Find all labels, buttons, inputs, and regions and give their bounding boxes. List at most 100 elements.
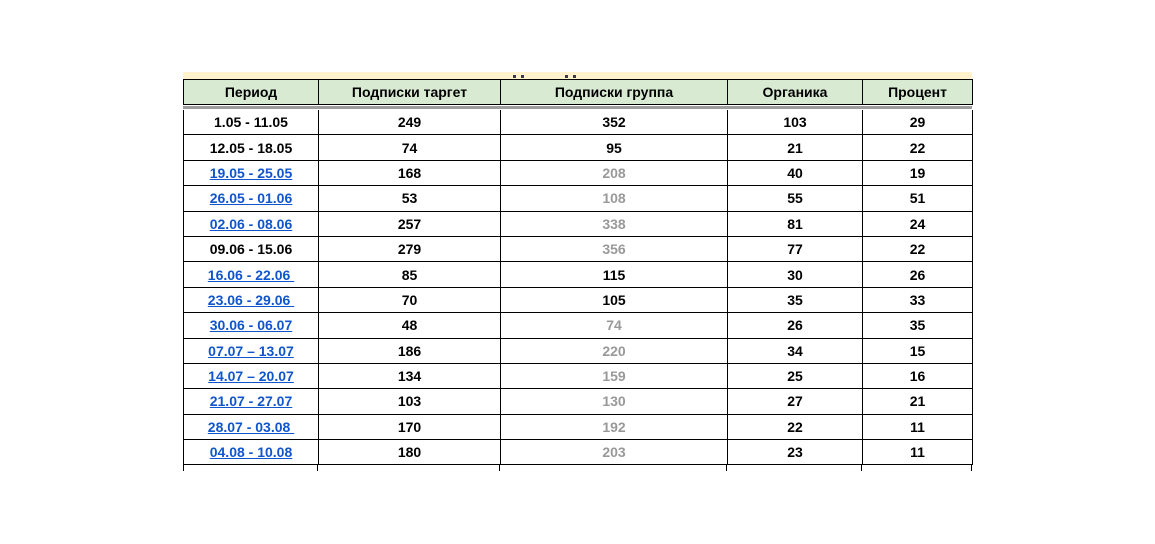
- cell-organic: 26: [727, 312, 863, 339]
- table-row: 09.06 - 15.06 279 356 77 22: [183, 235, 973, 263]
- cell-percent: 19: [862, 159, 973, 187]
- table-row: 02.06 - 08.06 257 338 81 24: [183, 210, 973, 237]
- header-row: Период Подписки таргет Подписки группа О…: [183, 79, 973, 105]
- period-link[interactable]: 26.05 - 01.06: [209, 190, 293, 207]
- period-link[interactable]: 07.07 – 13.07: [208, 342, 294, 359]
- column-header-target: Подписки таргет: [318, 79, 501, 105]
- data-table: 1.05 - 11.05 249 352 103 29 12.05 - 18.05 74 95…: [183, 110, 973, 466]
- cell-percent: 21: [862, 388, 973, 415]
- period-link[interactable]: 28.07 - 03.08: [207, 418, 295, 435]
- cell-group: 130: [500, 388, 728, 415]
- period-link[interactable]: 21.07 - 27.07: [209, 393, 293, 410]
- cell-period: 07.07 – 13.07: [183, 337, 319, 364]
- cell-period: 09.06 - 15.06: [183, 235, 319, 263]
- table-row: 30.06 - 06.07 48 74 26 35: [183, 312, 973, 339]
- column-header-percent: Процент: [862, 79, 973, 105]
- cell-percent: 15: [862, 337, 973, 364]
- table-row: 26.05 - 01.06 53 108 55 51: [183, 185, 973, 212]
- period-link[interactable]: 04.08 - 10.08: [209, 444, 293, 461]
- clipped-text-fragment: [521, 75, 524, 78]
- cell-organic: 23: [727, 439, 863, 466]
- cell-group: 203: [500, 439, 728, 466]
- table-row: 23.06 - 29.06 70 105 35 33: [183, 286, 973, 314]
- cell-organic: 81: [727, 210, 863, 237]
- cell-period: 26.05 - 01.06: [183, 185, 319, 212]
- cell-group: 74: [500, 312, 728, 339]
- cell-period: 12.05 - 18.05: [183, 134, 319, 161]
- cell-group: 338: [500, 210, 728, 237]
- table-row: 04.08 - 10.08 180 203 23 11: [183, 439, 973, 466]
- table-row: 16.06 - 22.06 85 115 30 26: [183, 261, 973, 288]
- cell-period: 21.07 - 27.07: [183, 388, 319, 415]
- cell-target: 170: [318, 413, 501, 441]
- cell-period: 16.06 - 22.06: [183, 261, 319, 288]
- cell-period: 02.06 - 08.06: [183, 210, 319, 237]
- cell-organic: 34: [727, 337, 863, 364]
- cell-percent: 11: [862, 413, 973, 441]
- period-link[interactable]: 23.06 - 29.06: [207, 291, 295, 308]
- table-row: 07.07 – 13.07 186 220 34 15: [183, 337, 973, 364]
- table-header: Период Подписки таргет Подписки группа О…: [183, 79, 973, 105]
- table-row: 14.07 – 20.07 134 159 25 16: [183, 362, 973, 390]
- cell-period: 04.08 - 10.08: [183, 439, 319, 466]
- cell-percent: 22: [862, 134, 973, 161]
- cell-organic: 22: [727, 413, 863, 441]
- cell-percent: 33: [862, 286, 973, 314]
- cell-target: 186: [318, 337, 501, 364]
- period-link[interactable]: 30.06 - 06.07: [209, 317, 293, 334]
- cell-organic: 25: [727, 362, 863, 390]
- cell-group: 115: [500, 261, 728, 288]
- cell-group: 356: [500, 235, 728, 263]
- period-link[interactable]: 16.06 - 22.06: [207, 266, 295, 283]
- cell-group: 159: [500, 362, 728, 390]
- cell-percent: 22: [862, 235, 973, 263]
- period-link[interactable]: 14.07 – 20.07: [208, 368, 294, 385]
- cell-organic: 21: [727, 134, 863, 161]
- frozen-row-divider: [183, 106, 972, 109]
- cell-percent: 35: [862, 312, 973, 339]
- cell-period: 30.06 - 06.07: [183, 312, 319, 339]
- cell-target: 103: [318, 388, 501, 415]
- cell-period: 23.06 - 29.06: [183, 286, 319, 314]
- cell-group: 192: [500, 413, 728, 441]
- cell-group: 220: [500, 337, 728, 364]
- cell-target: 180: [318, 439, 501, 466]
- cell-target: 48: [318, 312, 501, 339]
- cell-percent: 29: [862, 110, 973, 136]
- cell-period: 1.05 - 11.05: [183, 110, 319, 136]
- table-row: 19.05 - 25.05 168 208 40 19: [183, 159, 973, 187]
- cell-target: 134: [318, 362, 501, 390]
- spreadsheet: Период Подписки таргет Подписки группа О…: [183, 72, 974, 472]
- cell-target: 53: [318, 185, 501, 212]
- cell-group: 95: [500, 134, 728, 161]
- period-link[interactable]: 19.05 - 25.05: [209, 164, 293, 181]
- cell-target: 74: [318, 134, 501, 161]
- cell-percent: 11: [862, 439, 973, 466]
- cell-target: 249: [318, 110, 501, 136]
- cell-period: 14.07 – 20.07: [183, 362, 319, 390]
- cell-organic: 55: [727, 185, 863, 212]
- cell-target: 70: [318, 286, 501, 314]
- cell-organic: 40: [727, 159, 863, 187]
- column-header-group: Подписки группа: [500, 79, 728, 105]
- table-row: 28.07 - 03.08 170 192 22 11: [183, 413, 973, 441]
- cell-target: 85: [318, 261, 501, 288]
- cell-organic: 103: [727, 110, 863, 136]
- cell-target: 168: [318, 159, 501, 187]
- cell-percent: 51: [862, 185, 973, 212]
- period-link[interactable]: 02.06 - 08.06: [209, 215, 293, 232]
- table-row: 21.07 - 27.07 103 130 27 21: [183, 388, 973, 415]
- column-header-period: Период: [183, 79, 319, 105]
- column-header-organic: Органика: [727, 79, 863, 105]
- cell-period: 28.07 - 03.08: [183, 413, 319, 441]
- table-row: 1.05 - 11.05 249 352 103 29: [183, 110, 973, 136]
- cell-organic: 27: [727, 388, 863, 415]
- cell-group: 208: [500, 159, 728, 187]
- clipped-text-fragment: [513, 75, 516, 78]
- cell-target: 279: [318, 235, 501, 263]
- table-body: 1.05 - 11.05 249 352 103 29 12.05 - 18.05 74 95…: [183, 110, 973, 466]
- clipped-row-below: [183, 465, 972, 472]
- clipped-row-above: [183, 72, 972, 79]
- cell-group: 352: [500, 110, 728, 136]
- cell-percent: 24: [862, 210, 973, 237]
